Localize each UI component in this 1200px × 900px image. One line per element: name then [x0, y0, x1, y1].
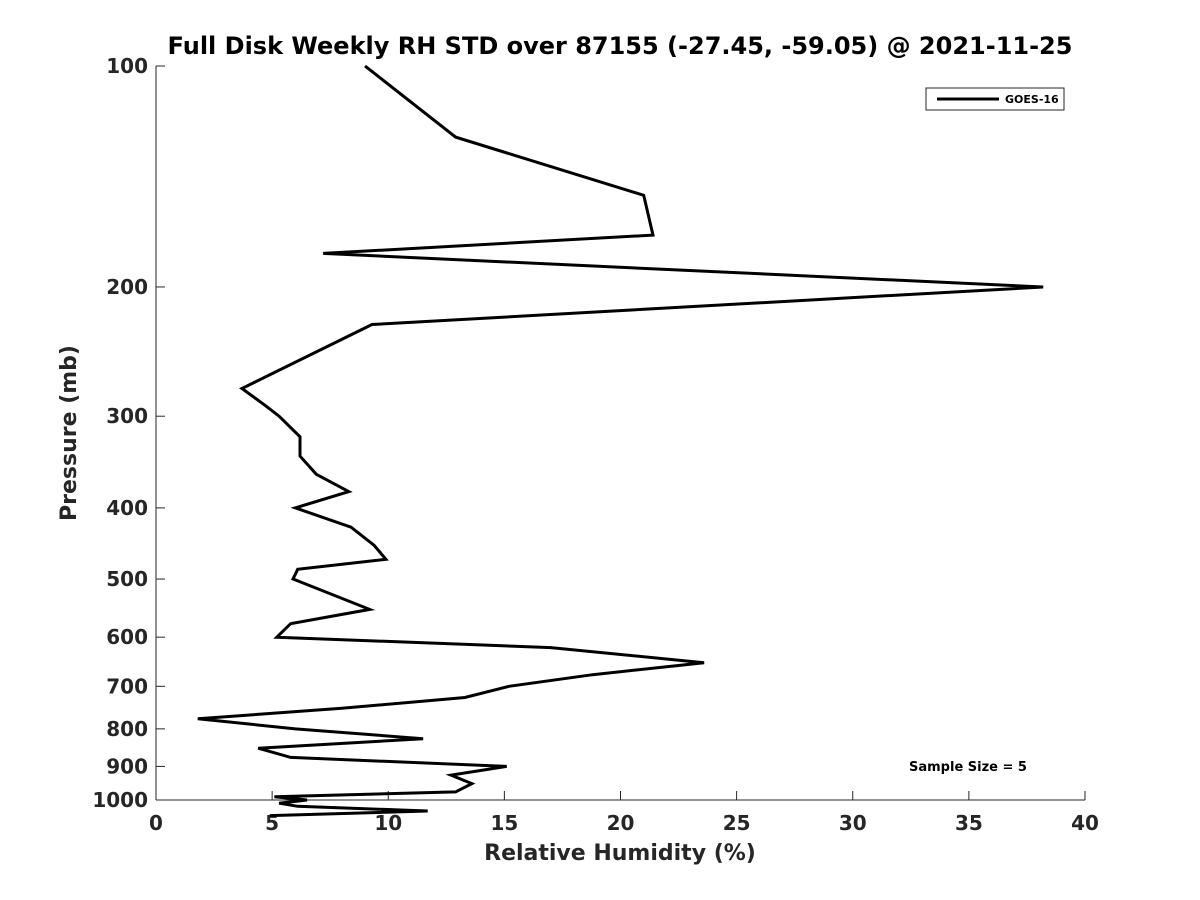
y-tick-label: 600 — [106, 625, 148, 649]
y-tick-label: 400 — [106, 496, 148, 520]
y-tick-label: 300 — [106, 404, 148, 428]
series-layer — [197, 64, 1044, 818]
y-tick-label: 100 — [106, 54, 148, 78]
sample-size-annotation: Sample Size = 5 — [909, 760, 1027, 775]
x-tick-label: 35 — [955, 811, 983, 835]
y-tick-label: 200 — [106, 275, 148, 299]
y-tick-label: 1000 — [92, 788, 148, 812]
x-tick-label: 40 — [1071, 811, 1099, 835]
x-tick-label: 10 — [374, 811, 402, 835]
x-tick-label: 25 — [723, 811, 751, 835]
x-tick-label: 0 — [149, 811, 163, 835]
x-tick-label: 5 — [265, 811, 279, 835]
series-line-goes-16 — [197, 64, 1044, 818]
x-tick-label: 15 — [490, 811, 518, 835]
y-tick-label: 700 — [106, 674, 148, 698]
y-tick-label: 500 — [106, 567, 148, 591]
x-tick-label: 20 — [607, 811, 635, 835]
legend: GOES-16 — [925, 87, 1065, 111]
x-ticks: 0 5 10 15 20 25 30 35 40 — [149, 791, 1099, 835]
x-axis-label: Relative Humidity (%) — [484, 841, 756, 866]
x-tick-label: 30 — [839, 811, 867, 835]
y-tick-label: 800 — [106, 717, 148, 741]
y-axis-label: Pressure (mb) — [57, 345, 82, 521]
legend-entry-goes-16: GOES-16 — [1005, 93, 1059, 106]
y-ticks: 100 200 300 400 500 600 700 800 900 1000 — [92, 54, 165, 812]
y-tick-label: 900 — [106, 754, 148, 778]
chart-title: Full Disk Weekly RH STD over 87155 (-27.… — [168, 32, 1073, 60]
